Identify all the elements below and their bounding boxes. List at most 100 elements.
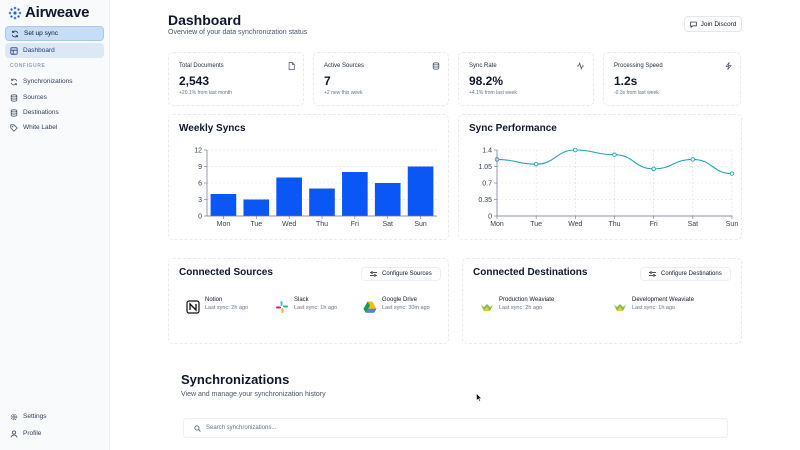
stat-value: 1.2s (614, 74, 638, 88)
sidebar-item-dashboard[interactable]: Dashboard (5, 43, 104, 58)
source-name: Slack (294, 297, 309, 303)
sidebar-item-label: Destinations (23, 109, 59, 116)
connected-destinations-card: Connected Destinations Configure Destina… (462, 258, 742, 344)
data-point (690, 157, 696, 162)
source-name: Notion (205, 297, 223, 303)
stat-delta: -0.3s from last week (614, 90, 659, 96)
x-tick-label: Fri (351, 221, 360, 228)
search-icon (194, 424, 201, 432)
y-tick-label: 3 (198, 197, 202, 204)
refresh-icon (11, 30, 19, 37)
weekly-syncs-card: Weekly Syncs 0 3 6 9 12 Mon Tue Wed Thu Fri Sat Sun (168, 114, 449, 240)
x-tick-label: Sat (688, 221, 699, 228)
sidebar-item-label: White Label (23, 124, 58, 131)
source-last-sync: Last sync: 30m ago (382, 305, 430, 311)
stat-title: Active Sources (324, 63, 365, 69)
airweave-logo-icon (8, 6, 22, 19)
app-name: Airweave (25, 4, 90, 21)
data-point (651, 166, 656, 172)
section-title: Connected Destinations (473, 267, 588, 278)
bar (210, 194, 237, 216)
weekly-syncs-chart: 0 3 6 9 12 Mon Tue Wed Thu Fri Sat Sun (194, 148, 437, 228)
y-tick-label: 9 (198, 164, 202, 171)
destination-name: Development Weaviate (632, 297, 694, 303)
source-item-google-drive[interactable]: Google Drive Last sync: 30m ago (363, 297, 432, 314)
x-tick-label: Tue (530, 221, 542, 228)
bar (276, 177, 302, 216)
sync-performance-card: Sync Performance 0 0.35 0.7 1.05 1.4 Mon Tue We… (458, 114, 742, 240)
sidebar-item-destinations[interactable]: Destinations (5, 105, 104, 120)
y-tick-label: 0 (488, 214, 492, 221)
page-title: Dashboard (168, 12, 242, 28)
dashboard-icon (10, 46, 18, 55)
x-tick-label: Sat (382, 221, 393, 228)
document-icon (288, 62, 295, 70)
setup-sync-label: Set up sync (24, 30, 58, 37)
destination-item-development-weaviate[interactable]: Development Weaviate Last sync: 1h ago (613, 297, 694, 314)
sidebar-item-synchronizations[interactable]: Synchronizations (5, 74, 104, 89)
configure-sources-label: Configure Sources (382, 271, 432, 277)
synchronizations-subtitle: View and manage your synchronization his… (181, 391, 326, 398)
chat-icon (689, 21, 697, 28)
source-item-notion[interactable]: Notion Last sync: 2h ago (186, 297, 249, 314)
y-tick-label: 1.4 (482, 148, 492, 155)
x-tick-label: Mon (490, 221, 504, 228)
weaviate-icon (481, 304, 493, 311)
user-icon (10, 430, 18, 438)
sidebar: Airweave Set up sync Dashboard CONFIGURE… (0, 0, 110, 450)
stat-delta: +20.1% from last month (179, 90, 232, 96)
source-last-sync: Last sync: 1h ago (294, 305, 338, 311)
chart-title: Sync Performance (469, 123, 557, 134)
x-tick-label: Sun (414, 221, 427, 228)
join-discord-button[interactable]: Join Discord (684, 16, 742, 32)
source-item-slack[interactable]: Slack Last sync: 1h ago (275, 297, 338, 314)
sidebar-item-sources[interactable]: Sources (5, 90, 104, 105)
database-icon (10, 108, 18, 117)
x-tick-label: Tue (250, 221, 262, 228)
stat-title: Sync Rate (469, 63, 497, 69)
configure-sources-button[interactable]: Configure Sources (361, 267, 441, 281)
y-tick-label: 0 (198, 214, 202, 221)
configure-destinations-button[interactable]: Configure Destinations (640, 267, 731, 281)
stat-card-active-sources: Active Sources 7 +2 new this week (313, 52, 449, 106)
bar (309, 188, 335, 216)
search-placeholder: Search synchronizations... (206, 425, 277, 431)
sidebar-item-white-label[interactable]: White Label (5, 120, 104, 135)
sidebar-item-profile[interactable]: Profile (5, 426, 104, 441)
stat-value: 7 (324, 74, 331, 88)
activity-icon (576, 62, 585, 70)
stat-title: Total Documents (179, 63, 224, 69)
setup-sync-button[interactable]: Set up sync (5, 26, 104, 41)
sync-performance-chart: 0 0.35 0.7 1.05 1.4 Mon Tue Wed Thu Fri Sat Sun (478, 148, 739, 229)
stat-delta: +4.1% from last week (469, 90, 517, 96)
section-title: Connected Sources (179, 267, 273, 278)
search-synchronizations-input[interactable]: Search synchronizations... (183, 418, 728, 438)
source-last-sync: Last sync: 2h ago (205, 305, 249, 311)
destination-last-sync: Last sync: 1h ago (632, 305, 676, 311)
lightning-icon (725, 62, 732, 70)
join-discord-label: Join Discord (700, 20, 737, 28)
stat-value: 98.2% (469, 74, 504, 88)
app-logo[interactable]: Airweave (8, 4, 89, 21)
sidebar-item-label: Settings (23, 413, 47, 420)
chart-title: Weekly Syncs (179, 123, 246, 134)
x-tick-label: Wed (282, 221, 296, 228)
y-tick-label: 12 (194, 148, 202, 155)
x-tick-label: Sun (726, 221, 739, 228)
gear-icon (10, 413, 18, 420)
source-name: Google Drive (382, 297, 418, 303)
bar (243, 199, 270, 216)
sidebar-item-label: Synchronizations (23, 78, 73, 85)
stat-card-sync-rate: Sync Rate 98.2% +4.1% from last week (458, 52, 594, 106)
weaviate-icon (614, 304, 626, 311)
bar (407, 166, 434, 216)
data-point (729, 171, 735, 176)
destination-item-production-weaviate[interactable]: Production Weaviate Last sync: 2h ago (480, 297, 554, 314)
bar (342, 172, 368, 216)
x-tick-label: Thu (316, 221, 328, 228)
sidebar-item-settings[interactable]: Settings (5, 409, 104, 424)
y-tick-label: 6 (198, 181, 202, 188)
sliders-icon (649, 271, 656, 277)
x-tick-label: Mon (217, 221, 231, 228)
synchronizations-title: Synchronizations (181, 372, 290, 387)
